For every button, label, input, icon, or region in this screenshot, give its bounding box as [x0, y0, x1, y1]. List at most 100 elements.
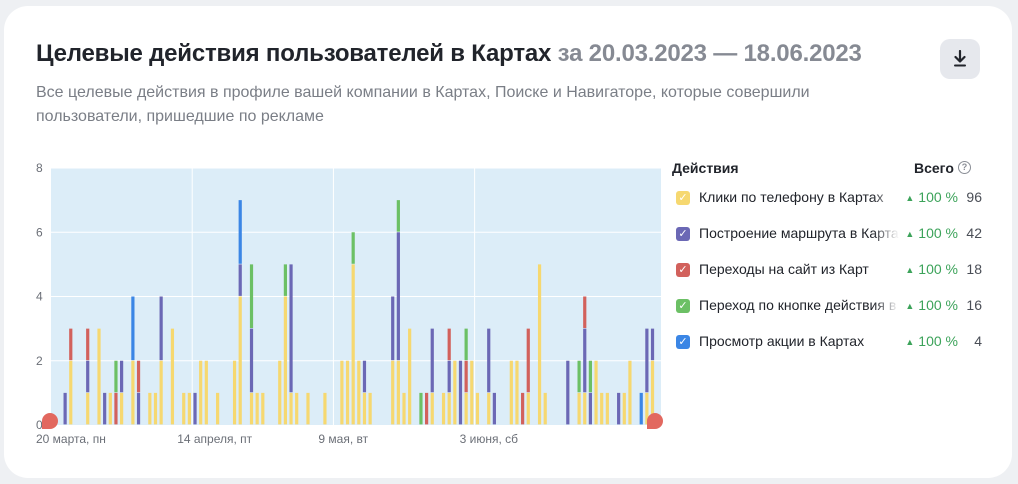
legend-item[interactable]: ✓ Построение маршрута в Картах ▲ 100 % 42	[672, 216, 982, 252]
bar-segment	[583, 328, 587, 393]
bar-segment	[199, 360, 203, 425]
bar-segment	[278, 360, 282, 425]
bar-segment	[492, 392, 496, 425]
bar-segment	[249, 264, 254, 329]
bar-segment	[408, 328, 412, 425]
bar-segment	[566, 360, 570, 425]
bar-segment	[487, 392, 491, 425]
up-arrow-icon: ▲	[905, 229, 915, 239]
bar-segment	[136, 392, 141, 425]
bar-segment	[600, 392, 604, 425]
legend-item-delta-value: 100 %	[918, 225, 958, 241]
bar-segment	[458, 360, 463, 425]
bar-segment	[153, 392, 158, 425]
y-tick-label: 2	[36, 354, 43, 368]
bar-segment	[362, 360, 367, 393]
legend: Действия Всего ? ✓ Клики по телефону в Ка…	[672, 156, 982, 360]
bar-segment	[362, 392, 367, 425]
bar-segment	[622, 392, 626, 425]
legend-item-delta: ▲ 100 %	[884, 225, 958, 241]
bar-segment	[204, 360, 208, 425]
legend-item[interactable]: ✓ Клики по телефону в Картах ▲ 100 % 96	[672, 180, 982, 216]
bar-segment	[255, 392, 259, 425]
bar-segment	[396, 232, 400, 361]
bar-segment	[306, 392, 310, 425]
bar-segment	[396, 200, 400, 232]
bar-segment	[182, 392, 186, 425]
legend-rows: ✓ Клики по телефону в Картах ▲ 100 % 96 ✓ Пост…	[672, 180, 982, 360]
bar-segment	[216, 392, 220, 425]
up-arrow-icon: ▲	[905, 265, 915, 275]
bar-segment	[69, 360, 73, 425]
bar-segment	[391, 296, 395, 361]
legend-checkbox[interactable]: ✓	[676, 299, 690, 313]
bar-segment	[238, 296, 242, 425]
bar-segment	[69, 328, 73, 361]
legend-header-actions: Действия	[672, 160, 739, 176]
bar-segment	[295, 392, 299, 425]
bar-segment	[526, 328, 530, 393]
legend-header: Действия Всего ?	[672, 156, 982, 180]
y-tick-label: 4	[36, 290, 43, 304]
bar-segment	[232, 360, 237, 425]
bar-segment	[351, 232, 355, 264]
bar-segment	[430, 392, 434, 425]
y-tick-label: 8	[36, 161, 43, 175]
range-end-handle[interactable]	[647, 413, 663, 429]
bar-segment	[628, 360, 632, 425]
x-tick-label: 9 мая, вт	[318, 432, 368, 446]
bar-segment	[323, 392, 327, 425]
bar-segment	[430, 328, 434, 393]
bar-segment	[340, 360, 344, 425]
legend-checkbox[interactable]: ✓	[676, 191, 690, 205]
legend-item-total: 18	[966, 261, 982, 277]
bar-segment	[470, 360, 474, 425]
legend-item-delta: ▲ 100 %	[884, 189, 958, 205]
legend-checkbox[interactable]: ✓	[676, 335, 690, 349]
bar-segment	[617, 392, 621, 425]
up-arrow-icon: ▲	[905, 193, 915, 203]
bar-segment	[509, 360, 513, 425]
bar-segment	[588, 392, 592, 425]
bar-segment	[283, 296, 287, 425]
bar-segment	[114, 360, 118, 393]
bar-segment	[351, 264, 355, 425]
y-tick-label: 0	[36, 418, 43, 432]
bar-segment	[453, 360, 457, 425]
legend-header-total: Всего	[914, 160, 954, 176]
info-icon[interactable]: ?	[958, 161, 971, 174]
bar-segment	[419, 392, 423, 425]
bar-segment	[289, 264, 293, 393]
bar-segment	[345, 360, 350, 425]
page-title: Целевые действия пользователей в Картах …	[36, 40, 862, 68]
bar-segment	[249, 392, 254, 425]
bar-segment	[63, 392, 67, 425]
legend-item[interactable]: ✓Переход по кнопке действия в Картах▲100…	[672, 288, 982, 324]
legend-item[interactable]: ✓ Переходы на сайт из Карт ▲ 100 % 18	[672, 252, 982, 288]
legend-item[interactable]: ✓ Просмотр акции в Картах ▲ 100 % 4	[672, 324, 982, 360]
bar-segment	[577, 392, 581, 425]
bar-segment	[108, 392, 112, 425]
legend-item-delta-value: 100 %	[918, 333, 958, 349]
download-button[interactable]	[940, 39, 980, 79]
bar-segment	[537, 264, 542, 425]
up-arrow-icon: ▲	[905, 337, 915, 347]
bar-segment	[447, 360, 451, 393]
bar-segment	[131, 360, 135, 425]
bar-segment	[588, 360, 592, 393]
bar-segment	[86, 328, 90, 361]
legend-checkbox[interactable]: ✓	[676, 227, 690, 241]
bar-segment	[515, 360, 519, 425]
bar-segment	[639, 392, 643, 425]
bar-segment	[193, 392, 197, 425]
bar-segment	[283, 264, 287, 296]
bar-segment	[650, 328, 655, 361]
bar-segment	[447, 328, 451, 361]
bar-segment	[521, 392, 525, 425]
range-start-handle[interactable]	[42, 413, 58, 429]
bar-segment	[543, 392, 547, 425]
legend-checkbox[interactable]: ✓	[676, 263, 690, 277]
legend-item-delta: ▲ 100 %	[884, 261, 958, 277]
legend-item-total: 16	[966, 297, 982, 313]
